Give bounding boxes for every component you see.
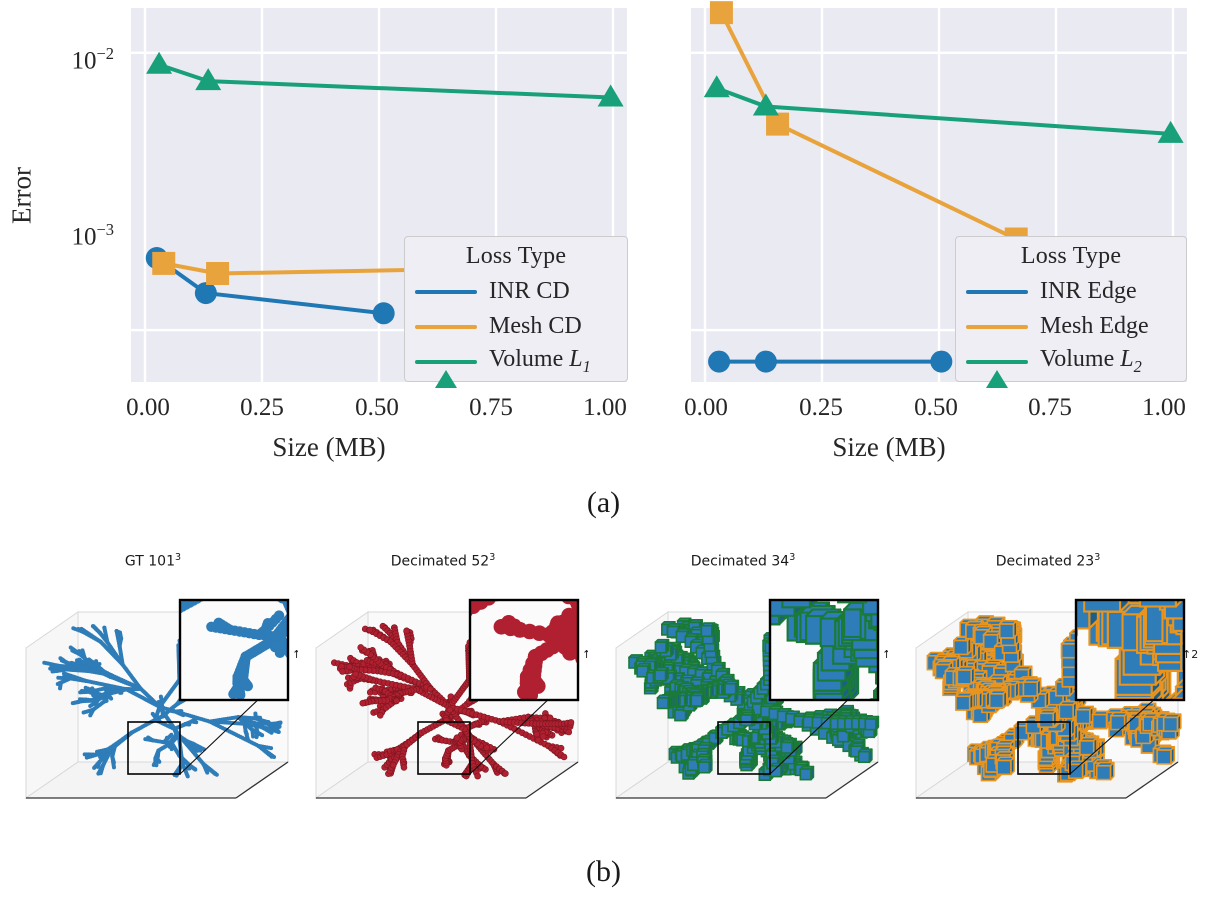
chart-left-canvas (131, 8, 627, 382)
x-tick-label: 0.50 (355, 394, 399, 421)
legend-left[interactable]: Loss Type INR CD Mesh CD Volume L1 (404, 236, 628, 388)
legend-item-inr-edge[interactable]: INR Edge (956, 274, 1186, 309)
x-tick-label: 0.75 (469, 394, 513, 421)
x-axis-label: Size (MB) (832, 432, 946, 462)
caption-a: (a) (586, 486, 621, 519)
chart-left: 10−2 10−3 Error 0.00 0.25 0.50 0.75 1.00… (0, 0, 640, 470)
y-tick-label: 10−3 (71, 220, 114, 251)
legend-item-label: Mesh CD (489, 313, 582, 339)
voxel-panel-title: Decimated 233 (995, 552, 1101, 570)
legend-item-label: Volume L2 (1040, 346, 1142, 376)
legend-swatch-line-square (415, 316, 477, 338)
voxel-panel-title: Decimated 523 (390, 552, 496, 570)
legend-item-label: Mesh Edge (1040, 313, 1149, 339)
voxel-canvas: ↑101 (24, 598, 298, 799)
legend-item-label: INR Edge (1040, 278, 1137, 304)
x-tick-label: 0.25 (240, 394, 284, 421)
x-axis-label: Size (MB) (272, 432, 386, 462)
legend-right[interactable]: Loss Type INR Edge Mesh Edge Volume L2 (955, 236, 1187, 388)
legend-item-volume-l2[interactable]: Volume L2 (956, 344, 1186, 388)
legend-swatch-line-circle (415, 281, 477, 303)
x-tick-label: 0.75 (1028, 394, 1072, 421)
svg-text:↑101: ↑101 (292, 648, 298, 661)
legend-item-mesh-edge[interactable]: Mesh Edge (956, 309, 1186, 344)
voxel-canvas: ↑52 (314, 598, 588, 799)
voxel-panel-dec34: Decimated 343 ↑34 (598, 552, 888, 842)
x-tick-label: 0.50 (914, 394, 958, 421)
x-tick-label: 0.25 (799, 394, 843, 421)
legend-item-volume-l1[interactable]: Volume L1 (405, 344, 627, 388)
legend-swatch-line-triangle (415, 351, 477, 388)
legend-title: Loss Type (1020, 243, 1122, 269)
voxel-canvas: ↑23 (914, 598, 1198, 799)
legend-item-mesh-cd[interactable]: Mesh CD (405, 309, 627, 344)
voxel-panel-title: Decimated 343 (690, 552, 796, 570)
voxel-panel-dec52: Decimated 523 ↑52 (298, 552, 588, 842)
caption-b: (b) (586, 855, 621, 888)
voxel-canvas: ↑34 (614, 598, 888, 799)
voxel-panel-dec23: Decimated 233 ↑23 (898, 552, 1198, 842)
y-tick-label: 10−2 (71, 44, 114, 75)
legend-swatch-line-triangle (966, 351, 1028, 388)
svg-text:↑52: ↑52 (582, 648, 588, 661)
voxel-panel-gt: GT 1013 ↑101 (8, 552, 298, 842)
svg-text:↑34: ↑34 (882, 648, 888, 661)
legend-swatch-line-square (966, 316, 1028, 338)
voxel-panel-title: GT 1013 (124, 552, 182, 570)
legend-item-label: INR CD (489, 278, 570, 304)
legend-item-inr-cd[interactable]: INR CD (405, 274, 627, 309)
y-axis-label: Error (6, 167, 37, 224)
legend-title: Loss Type (465, 243, 567, 269)
x-tick-label: 0.00 (684, 394, 728, 421)
x-tick-label: 1.00 (1142, 394, 1186, 421)
chart-right: 0.00 0.25 0.50 0.75 1.00 Size (MB) Loss … (567, 0, 1207, 470)
x-tick-label: 0.00 (126, 394, 170, 421)
x-tick-label: 1.00 (583, 394, 627, 421)
legend-swatch-line-circle (966, 281, 1028, 303)
legend-item-label: Volume L1 (489, 346, 591, 376)
